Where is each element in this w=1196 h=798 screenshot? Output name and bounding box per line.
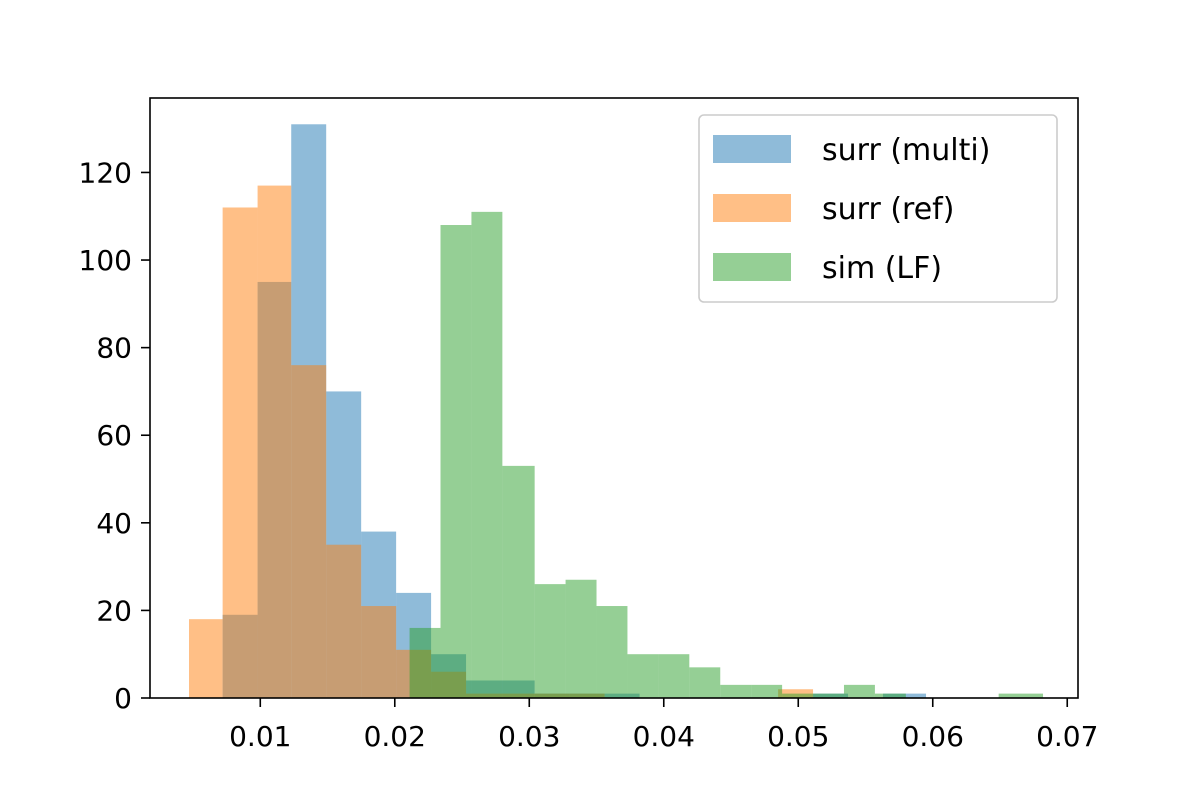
histogram-bar [361, 606, 397, 698]
legend: surr (multi) surr (ref) sim (LF) [698, 114, 1058, 303]
series-2-bars [409, 211, 1044, 698]
y-tick-label: 80 [96, 332, 132, 365]
histogram-bar [627, 654, 659, 698]
x-tick-label: 0.01 [229, 720, 291, 753]
y-axis: 0 20 40 60 80 100 120 [79, 156, 150, 715]
histogram-bar [843, 684, 875, 698]
x-tick-label: 0.06 [902, 720, 964, 753]
y-tick-label: 120 [79, 156, 132, 189]
histogram-bar [471, 211, 503, 698]
series-1-bars [189, 185, 814, 699]
histogram-bar [502, 465, 535, 698]
histogram-bar [409, 627, 441, 698]
histogram-bar [782, 693, 814, 698]
y-tick-label: 0 [114, 682, 132, 715]
x-tick-label: 0.02 [364, 720, 426, 753]
legend-label: sim (LF) [822, 251, 942, 286]
x-axis: 0.01 0.02 0.03 0.04 0.05 0.06 0.07 [229, 698, 1098, 753]
histogram-bar [440, 225, 472, 698]
histogram-bar [813, 693, 844, 698]
x-tick-label: 0.07 [1036, 720, 1098, 753]
histogram-bar [874, 693, 906, 698]
plot-frame [149, 97, 1079, 699]
histogram-bar [326, 544, 362, 698]
x-tick-label: 0.03 [498, 720, 560, 753]
legend-swatch [713, 135, 791, 163]
x-tick-label: 0.05 [767, 720, 829, 753]
legend-label: surr (ref) [822, 192, 954, 227]
histogram-bar [565, 579, 597, 698]
histogram-bar [291, 365, 327, 698]
histogram-bar [534, 584, 566, 698]
histogram-bar [222, 207, 258, 699]
histogram-bar [998, 693, 1044, 698]
legend-swatch [713, 194, 791, 222]
legend-swatch [713, 253, 791, 281]
histogram-bar [751, 684, 783, 698]
histogram-bar [596, 606, 628, 698]
histogram-bar [720, 684, 752, 698]
y-tick-label: 20 [96, 594, 132, 627]
histogram-bar [189, 619, 223, 698]
y-tick-label: 100 [79, 244, 132, 277]
histogram-bar [658, 654, 690, 698]
bars-layer [189, 124, 1044, 699]
histogram-bar [257, 185, 292, 699]
x-tick-label: 0.04 [633, 720, 695, 753]
histogram-bar [689, 667, 721, 698]
y-tick-label: 60 [96, 419, 132, 452]
y-tick-label: 40 [96, 507, 132, 540]
legend-label: surr (multi) [822, 133, 990, 168]
